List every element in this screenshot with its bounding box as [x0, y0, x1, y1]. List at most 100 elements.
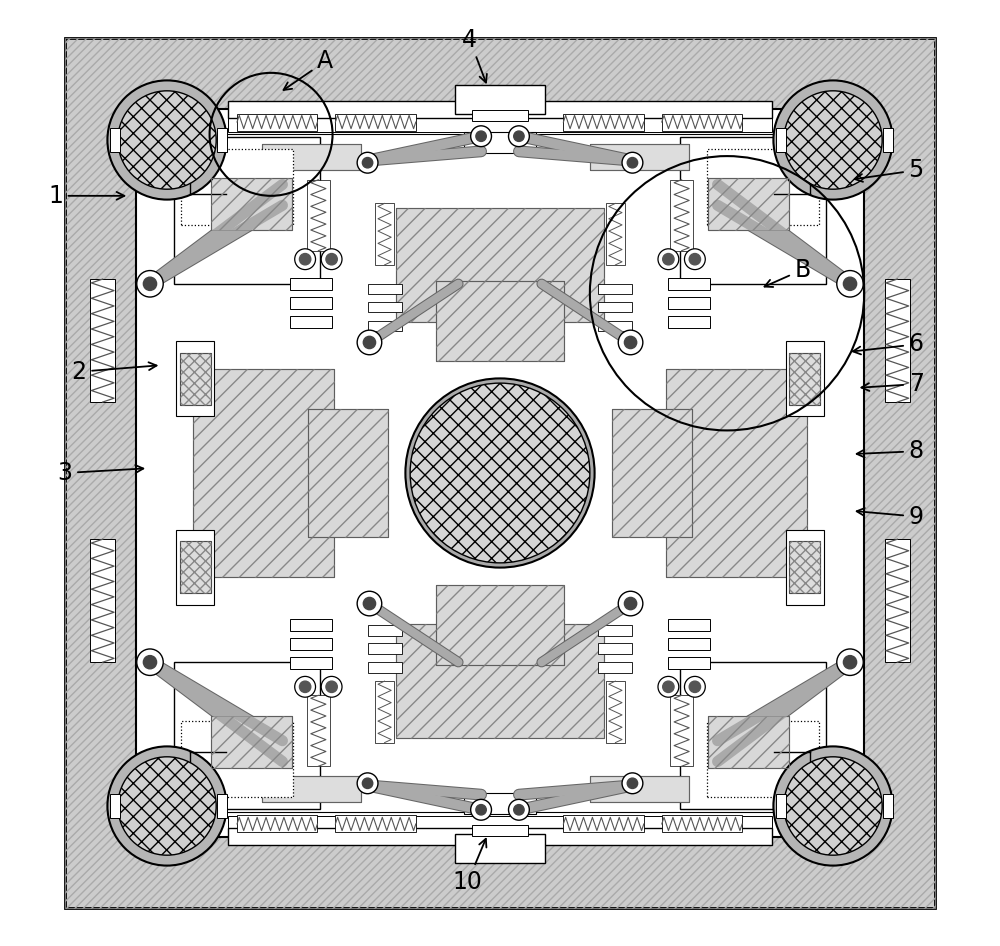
Bar	[290, 657, 332, 669]
Bar	[180, 353, 211, 405]
Bar	[262, 144, 361, 170]
Bar	[181, 149, 293, 225]
Circle shape	[627, 158, 638, 168]
Bar	[563, 815, 644, 832]
Circle shape	[107, 746, 227, 866]
Bar	[368, 321, 402, 331]
Circle shape	[362, 778, 373, 789]
Bar	[290, 638, 332, 650]
Circle shape	[773, 80, 893, 200]
Bar	[375, 681, 394, 743]
Text: 4: 4	[462, 27, 487, 82]
Bar	[308, 409, 388, 537]
Bar	[598, 643, 632, 654]
Bar	[707, 721, 819, 797]
Bar	[90, 279, 115, 402]
Bar	[211, 178, 292, 230]
Bar	[598, 625, 632, 636]
Bar	[193, 369, 334, 577]
Circle shape	[684, 676, 705, 697]
Bar	[211, 716, 292, 768]
Circle shape	[689, 681, 701, 692]
Bar	[883, 794, 893, 818]
Circle shape	[509, 799, 529, 820]
Circle shape	[622, 152, 643, 173]
Circle shape	[363, 598, 376, 610]
Bar	[368, 625, 402, 636]
Bar	[666, 369, 807, 577]
Circle shape	[624, 598, 637, 610]
Bar	[181, 721, 293, 797]
Bar	[789, 353, 820, 405]
Bar	[670, 695, 693, 766]
Circle shape	[137, 649, 163, 675]
Bar	[606, 203, 625, 265]
Circle shape	[295, 249, 316, 270]
Bar	[176, 341, 214, 416]
Circle shape	[624, 336, 637, 348]
Circle shape	[843, 656, 857, 669]
Circle shape	[321, 249, 342, 270]
Bar	[590, 776, 689, 802]
Bar	[776, 128, 786, 152]
Circle shape	[837, 649, 863, 675]
Bar	[368, 284, 402, 294]
Bar	[590, 776, 689, 802]
Bar	[776, 794, 786, 818]
Bar	[662, 815, 742, 832]
Text: A: A	[284, 49, 333, 90]
Circle shape	[843, 277, 857, 290]
Bar	[228, 828, 772, 845]
Bar	[885, 279, 910, 402]
Bar	[668, 638, 710, 650]
Bar	[708, 178, 789, 230]
Bar	[290, 619, 332, 631]
Bar	[598, 321, 632, 331]
Bar	[228, 101, 772, 118]
Circle shape	[118, 91, 216, 189]
Circle shape	[410, 383, 590, 563]
Bar	[436, 281, 564, 361]
Bar	[262, 776, 361, 802]
Bar	[217, 794, 227, 818]
Circle shape	[689, 254, 701, 265]
Text: 8: 8	[857, 439, 924, 464]
Bar	[335, 114, 416, 131]
Bar	[789, 353, 820, 405]
Bar	[668, 316, 710, 328]
Bar	[455, 85, 545, 114]
Circle shape	[357, 591, 382, 616]
Bar	[612, 409, 692, 537]
Bar	[680, 662, 826, 809]
Bar	[396, 208, 604, 322]
Circle shape	[784, 757, 882, 855]
Circle shape	[471, 799, 491, 820]
Bar	[262, 144, 361, 170]
Bar	[464, 793, 536, 814]
Bar	[670, 180, 693, 251]
Bar	[707, 149, 819, 225]
Bar	[180, 353, 211, 405]
Bar	[174, 662, 320, 809]
Text: 3: 3	[57, 461, 143, 485]
Bar	[786, 530, 824, 605]
Bar	[180, 541, 211, 593]
Circle shape	[357, 330, 382, 355]
Bar	[262, 776, 361, 802]
Bar	[662, 114, 742, 131]
Bar	[708, 716, 789, 768]
Bar	[110, 128, 120, 152]
Circle shape	[326, 681, 337, 692]
Text: 10: 10	[453, 839, 486, 894]
Text: B: B	[765, 257, 811, 287]
Bar	[436, 585, 564, 665]
Circle shape	[784, 91, 882, 189]
Text: 5: 5	[855, 158, 924, 183]
Bar	[307, 180, 330, 251]
Bar	[217, 128, 227, 152]
Bar	[211, 178, 292, 230]
Bar	[174, 137, 320, 284]
Text: 7: 7	[861, 372, 924, 396]
Circle shape	[618, 591, 643, 616]
Bar	[335, 815, 416, 832]
